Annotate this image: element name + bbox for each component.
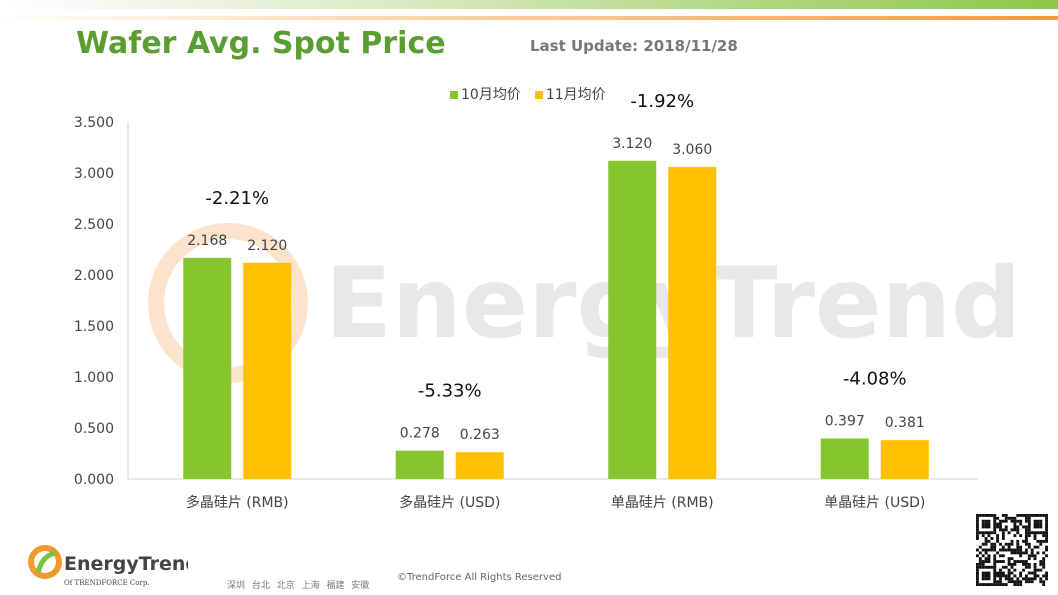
bar-oct: [183, 257, 232, 479]
x-category-label: 多晶硅片 (RMB): [186, 494, 289, 511]
last-update: Last Update: 2018/11/28: [530, 37, 738, 55]
x-category-label: 单晶硅片 (RMB): [611, 495, 714, 511]
bar-nov: [880, 440, 929, 479]
header-stripe-green: [0, 0, 1058, 9]
data-label: 0.278: [400, 426, 440, 442]
bar-oct: [820, 438, 869, 479]
bar-oct: [395, 450, 444, 479]
data-label: 3.120: [612, 136, 652, 152]
legend-label: 11月均价: [545, 87, 606, 103]
footer-copyright: ©TrendForce All Rights Reserved: [397, 572, 562, 583]
data-label: 0.397: [825, 414, 865, 430]
y-tick-label: 2.000: [74, 268, 114, 284]
y-tick-label: 3.500: [74, 115, 114, 131]
legend: 10月均价 11月均价: [450, 84, 606, 104]
logo-sub: Of TRENDFORCE Corp.: [64, 579, 150, 587]
x-category-label: 多晶硅片 (USD): [399, 494, 500, 511]
x-category-label: 单晶硅片 (USD): [824, 495, 925, 511]
qr-code-icon: [976, 514, 1048, 586]
logo-name: EnergyTrend: [64, 553, 188, 575]
bar-oct: [608, 160, 657, 479]
data-label: 2.120: [247, 238, 287, 254]
bar-nov: [243, 262, 292, 479]
legend-swatch: [534, 91, 543, 99]
y-tick-label: 3.000: [74, 166, 114, 182]
change-annotation: -1.92%: [630, 91, 694, 112]
bar-nov: [668, 166, 717, 479]
y-tick-label: 1.000: [74, 370, 114, 386]
legend-item-nov: 11月均价: [534, 84, 606, 104]
change-annotation: -4.08%: [843, 369, 907, 390]
header-stripe-orange: [0, 16, 1058, 20]
data-label: 2.168: [187, 233, 227, 249]
legend-swatch: [450, 91, 458, 99]
data-label: 0.381: [885, 415, 925, 431]
y-tick-label: 2.500: [74, 217, 114, 233]
page-title: Wafer Avg. Spot Price: [76, 26, 446, 61]
energytrend-logo-icon: EnergyTrend Of TRENDFORCE Corp.: [28, 545, 199, 587]
bar-nov: [455, 452, 504, 479]
y-tick-label: 0.500: [74, 421, 114, 437]
footer-logo: EnergyTrend Of TRENDFORCE Corp.: [28, 545, 199, 594]
data-label: 0.263: [460, 427, 500, 443]
data-label: 3.060: [672, 142, 712, 158]
footer-cities: 深圳 台北 北京 上海 福建 安徽: [227, 581, 370, 591]
y-tick-label: 0.000: [74, 472, 114, 488]
legend-label: 10月均价: [461, 87, 521, 103]
change-annotation: -5.33%: [418, 381, 482, 402]
legend-item-oct: 10月均价: [450, 84, 521, 104]
change-annotation: -2.21%: [205, 188, 269, 209]
y-tick-label: 1.500: [74, 319, 114, 335]
